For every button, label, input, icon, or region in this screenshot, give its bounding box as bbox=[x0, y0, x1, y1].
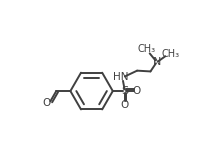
Text: O: O bbox=[133, 86, 141, 96]
Text: CH₃: CH₃ bbox=[138, 44, 156, 54]
Text: S: S bbox=[121, 86, 128, 96]
Text: O: O bbox=[42, 97, 51, 108]
Text: N: N bbox=[153, 57, 161, 67]
Text: CH₃: CH₃ bbox=[162, 49, 180, 60]
Text: O: O bbox=[121, 100, 129, 110]
Text: HN: HN bbox=[113, 72, 128, 82]
